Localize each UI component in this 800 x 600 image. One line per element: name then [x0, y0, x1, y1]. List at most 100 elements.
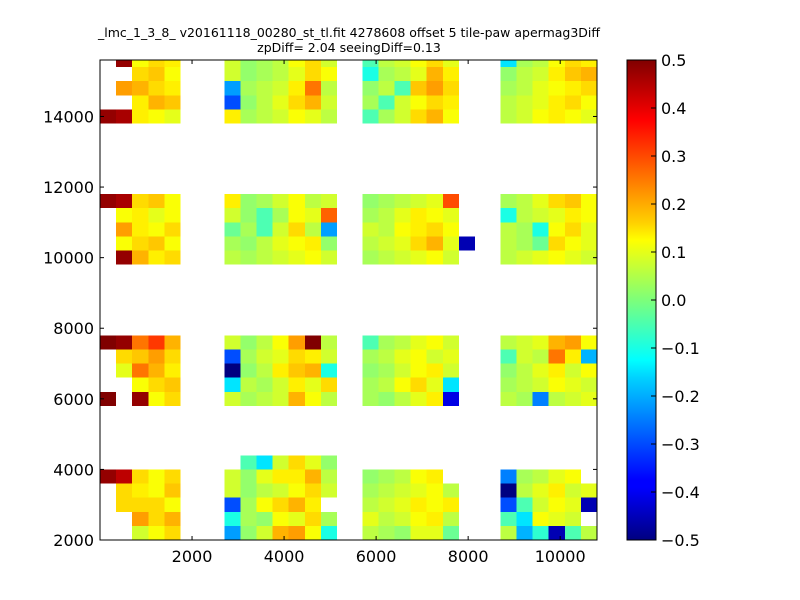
heatmap-cell — [410, 95, 427, 110]
heatmap-cell — [288, 391, 305, 406]
heatmap-cell — [410, 109, 427, 124]
heatmap-cell — [532, 236, 549, 251]
heatmap-cell — [132, 511, 149, 526]
heatmap-cell — [304, 363, 321, 378]
heatmap-cell — [378, 469, 395, 484]
heatmap-cell — [500, 67, 517, 82]
chart-subtitle: zpDiff= 2.04 seeingDiff=0.13 — [257, 40, 441, 55]
heatmap-cell — [426, 335, 443, 350]
heatmap-cell — [304, 109, 321, 124]
heatmap-cell — [164, 363, 181, 378]
heatmap-cell — [516, 497, 533, 512]
heatmap-cell — [426, 208, 443, 223]
heatmap-cell — [256, 335, 273, 350]
y-axis-ticks: 2000 4000 6000 8000 10000 12000 14000 — [43, 107, 597, 550]
heatmap-cell — [442, 60, 459, 68]
heatmap-cell — [532, 377, 549, 392]
heatmap-cell — [442, 109, 459, 124]
heatmap-cell — [580, 525, 597, 540]
heatmap-cell — [164, 67, 181, 82]
heatmap-cell — [272, 236, 289, 251]
heatmap-cell — [362, 483, 379, 498]
heatmap-cell — [224, 391, 241, 406]
heatmap-cell — [516, 194, 533, 209]
heatmap-cell — [516, 469, 533, 484]
heatmap-cell — [410, 391, 427, 406]
heatmap-cell — [272, 363, 289, 378]
heatmap-cell — [516, 335, 533, 350]
heatmap-cell — [240, 349, 257, 364]
heatmap-cell — [304, 349, 321, 364]
heatmap-cell — [320, 250, 337, 265]
heatmap-cell — [224, 236, 241, 251]
heatmap-cell — [394, 377, 411, 392]
heatmap-cell — [580, 95, 597, 110]
heatmap-cell — [426, 81, 443, 96]
heatmap-cell — [394, 236, 411, 251]
heatmap-cell — [132, 391, 149, 406]
heatmap-cell — [224, 109, 241, 124]
heatmap-cell — [426, 109, 443, 124]
y-tick-label: 10000 — [43, 249, 94, 268]
heatmap-cell — [362, 349, 379, 364]
heatmap-cell — [256, 250, 273, 265]
heatmap-cell — [564, 81, 581, 96]
heatmap-cell — [394, 208, 411, 223]
heatmap-cell — [564, 349, 581, 364]
heatmap-cell — [256, 236, 273, 251]
heatmap-cell — [240, 469, 257, 484]
heatmap-cell — [256, 349, 273, 364]
heatmap-cell — [548, 377, 565, 392]
heatmap-cell — [362, 511, 379, 526]
heatmap-cell — [240, 377, 257, 392]
heatmap-cell — [426, 483, 443, 498]
heatmap-cell — [548, 469, 565, 484]
heatmap-cell — [426, 391, 443, 406]
heatmap-cell — [500, 335, 517, 350]
heatmap-cell — [580, 377, 597, 392]
heatmap-cell — [132, 60, 149, 68]
heatmap-cell — [148, 67, 165, 82]
heatmap-cell — [500, 525, 517, 540]
heatmap-cell — [362, 335, 379, 350]
heatmap-cell — [304, 525, 321, 540]
heatmap-cell — [240, 391, 257, 406]
heatmap-cell — [362, 109, 379, 124]
heatmap-cell — [500, 208, 517, 223]
heatmap-cell — [580, 60, 597, 68]
heatmap-cell — [394, 250, 411, 265]
heatmap-cell — [132, 222, 149, 237]
heatmap-cell — [320, 525, 337, 540]
heatmap-cell — [272, 60, 289, 68]
heatmap-cell — [272, 349, 289, 364]
heatmap-cell — [240, 109, 257, 124]
heatmap-cell — [288, 455, 305, 470]
heatmap-cell — [548, 349, 565, 364]
heatmap-cell — [256, 222, 273, 237]
heatmap-cell — [516, 67, 533, 82]
colorbar-tick-label: 0.3 — [661, 147, 686, 166]
heatmap-cell — [548, 525, 565, 540]
heatmap-cell — [500, 60, 517, 68]
heatmap-cell — [256, 525, 273, 540]
heatmap-cell — [378, 109, 395, 124]
heatmap-cell — [532, 525, 549, 540]
heatmap-cell — [116, 194, 133, 209]
heatmap-cell — [564, 391, 581, 406]
x-tick-label: 2000 — [172, 547, 213, 566]
colorbar-tick-label: −0.2 — [661, 387, 700, 406]
heatmap-cell — [272, 109, 289, 124]
heatmap-cell — [548, 60, 565, 68]
heatmap-cell — [148, 335, 165, 350]
heatmap-cell — [426, 250, 443, 265]
heatmap-cell — [164, 95, 181, 110]
heatmap-cell — [256, 483, 273, 498]
heatmap-cell — [426, 349, 443, 364]
heatmap-cell — [272, 81, 289, 96]
heatmap-cell — [442, 67, 459, 82]
heatmap-cell — [426, 95, 443, 110]
y-tick-label: 4000 — [53, 460, 94, 479]
heatmap-cell — [564, 377, 581, 392]
heatmap-cell — [304, 208, 321, 223]
heatmap-cell — [442, 363, 459, 378]
